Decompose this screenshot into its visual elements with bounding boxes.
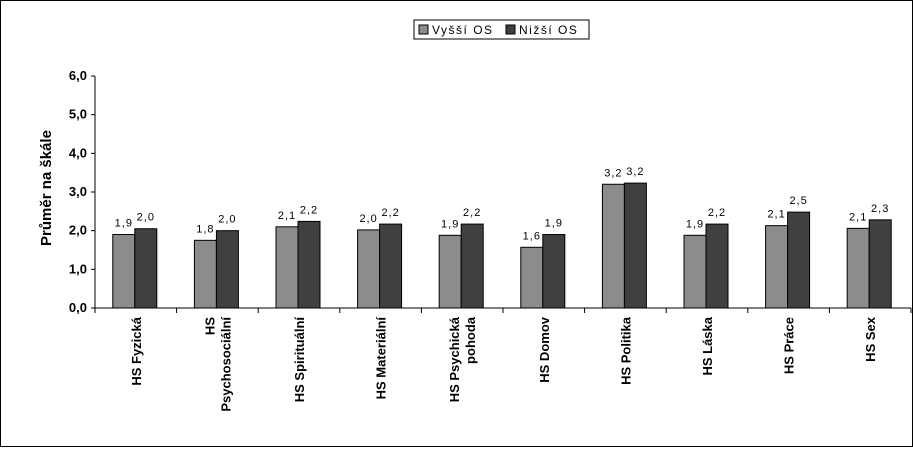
- bar: [520, 246, 544, 309]
- data-label: 1,9: [545, 218, 563, 230]
- bar: [683, 234, 707, 309]
- bar: [297, 220, 321, 309]
- data-label: 1,9: [441, 218, 459, 230]
- bar: [215, 230, 239, 309]
- bar: [379, 223, 403, 309]
- x-category-label: HS Sex: [863, 316, 878, 362]
- data-label: 2,0: [359, 213, 377, 225]
- data-label: 2,2: [463, 207, 481, 219]
- y-tick-label: 6,0: [69, 68, 87, 83]
- x-category-label: Psychosociální: [218, 317, 233, 412]
- legend-swatch: [505, 24, 516, 35]
- data-label: 1,9: [686, 218, 704, 230]
- bar: [601, 183, 625, 309]
- data-label: 2,1: [849, 211, 867, 223]
- bar: [846, 227, 870, 309]
- x-category-label: HS Láska: [700, 316, 715, 375]
- x-category-label: HS Práce: [782, 317, 797, 374]
- data-label: 1,6: [523, 230, 541, 242]
- bar: [542, 234, 566, 309]
- legend-label: Vyšší OS: [432, 23, 494, 37]
- legend-box: [413, 19, 590, 40]
- y-tick-label: 4,0: [69, 145, 87, 160]
- data-label: 2,2: [708, 207, 726, 219]
- legend: Vyšší OS Nižší OS: [413, 19, 590, 40]
- legend-swatch: [418, 24, 429, 35]
- data-label: 1,9: [115, 218, 133, 230]
- bar: [134, 228, 158, 309]
- data-label: 2,0: [137, 212, 155, 224]
- data-label: 2,5: [789, 195, 807, 207]
- bar: [112, 234, 136, 309]
- x-category-label: HS Fyzická: [129, 316, 144, 385]
- x-category-label: HS Psychická: [447, 316, 462, 402]
- x-category-label: HS Materiální: [374, 317, 389, 400]
- data-label: 3,2: [604, 167, 622, 179]
- data-label: 3,2: [626, 166, 644, 178]
- x-category-label: HS Spirituální: [292, 317, 307, 403]
- bar: [357, 229, 381, 309]
- bar: [765, 225, 789, 309]
- data-label: 2,0: [218, 214, 236, 226]
- data-label: 2,2: [300, 204, 318, 216]
- y-tick-label: 1,0: [69, 261, 87, 276]
- data-label: 2,2: [381, 207, 399, 219]
- data-label: 1,8: [196, 223, 214, 235]
- bars: [112, 182, 892, 309]
- x-category-label: HS Politika: [618, 316, 633, 385]
- legend-label: Nižší OS: [519, 23, 578, 37]
- data-label: 2,1: [767, 209, 785, 221]
- data-label: 2,3: [871, 203, 889, 215]
- bar: [705, 223, 729, 309]
- y-tick-label: 0,0: [69, 300, 87, 315]
- y-tick-label: 2,0: [69, 223, 87, 238]
- bar: [193, 239, 217, 309]
- bar: [460, 223, 484, 309]
- bar: [787, 211, 811, 309]
- bar: [623, 182, 647, 309]
- x-axis: HS Fyzická HS Psychosociální HS Spirituální…: [94, 307, 912, 412]
- bar: [275, 226, 299, 309]
- data-label: 2,1: [278, 210, 296, 222]
- y-axis: 0,0 1,0 2,0 3,0 4,0 5,0 6,0: [69, 68, 96, 315]
- data-labels: 1,9 1,8 2,1 2,0 1,9 1,6 3,2 1,9 2,1 2,1 2,0 2,0 2,2 2…: [115, 166, 889, 242]
- x-category-label: HS: [202, 317, 217, 335]
- bar: [868, 219, 892, 309]
- x-category-label: HS Domov: [537, 316, 552, 383]
- bar: [438, 234, 462, 309]
- y-axis-label: Průměr na škále: [38, 130, 55, 246]
- y-tick-label: 3,0: [69, 184, 87, 199]
- y-tick-label: 5,0: [69, 107, 87, 122]
- x-category-label: pohoda: [463, 316, 478, 364]
